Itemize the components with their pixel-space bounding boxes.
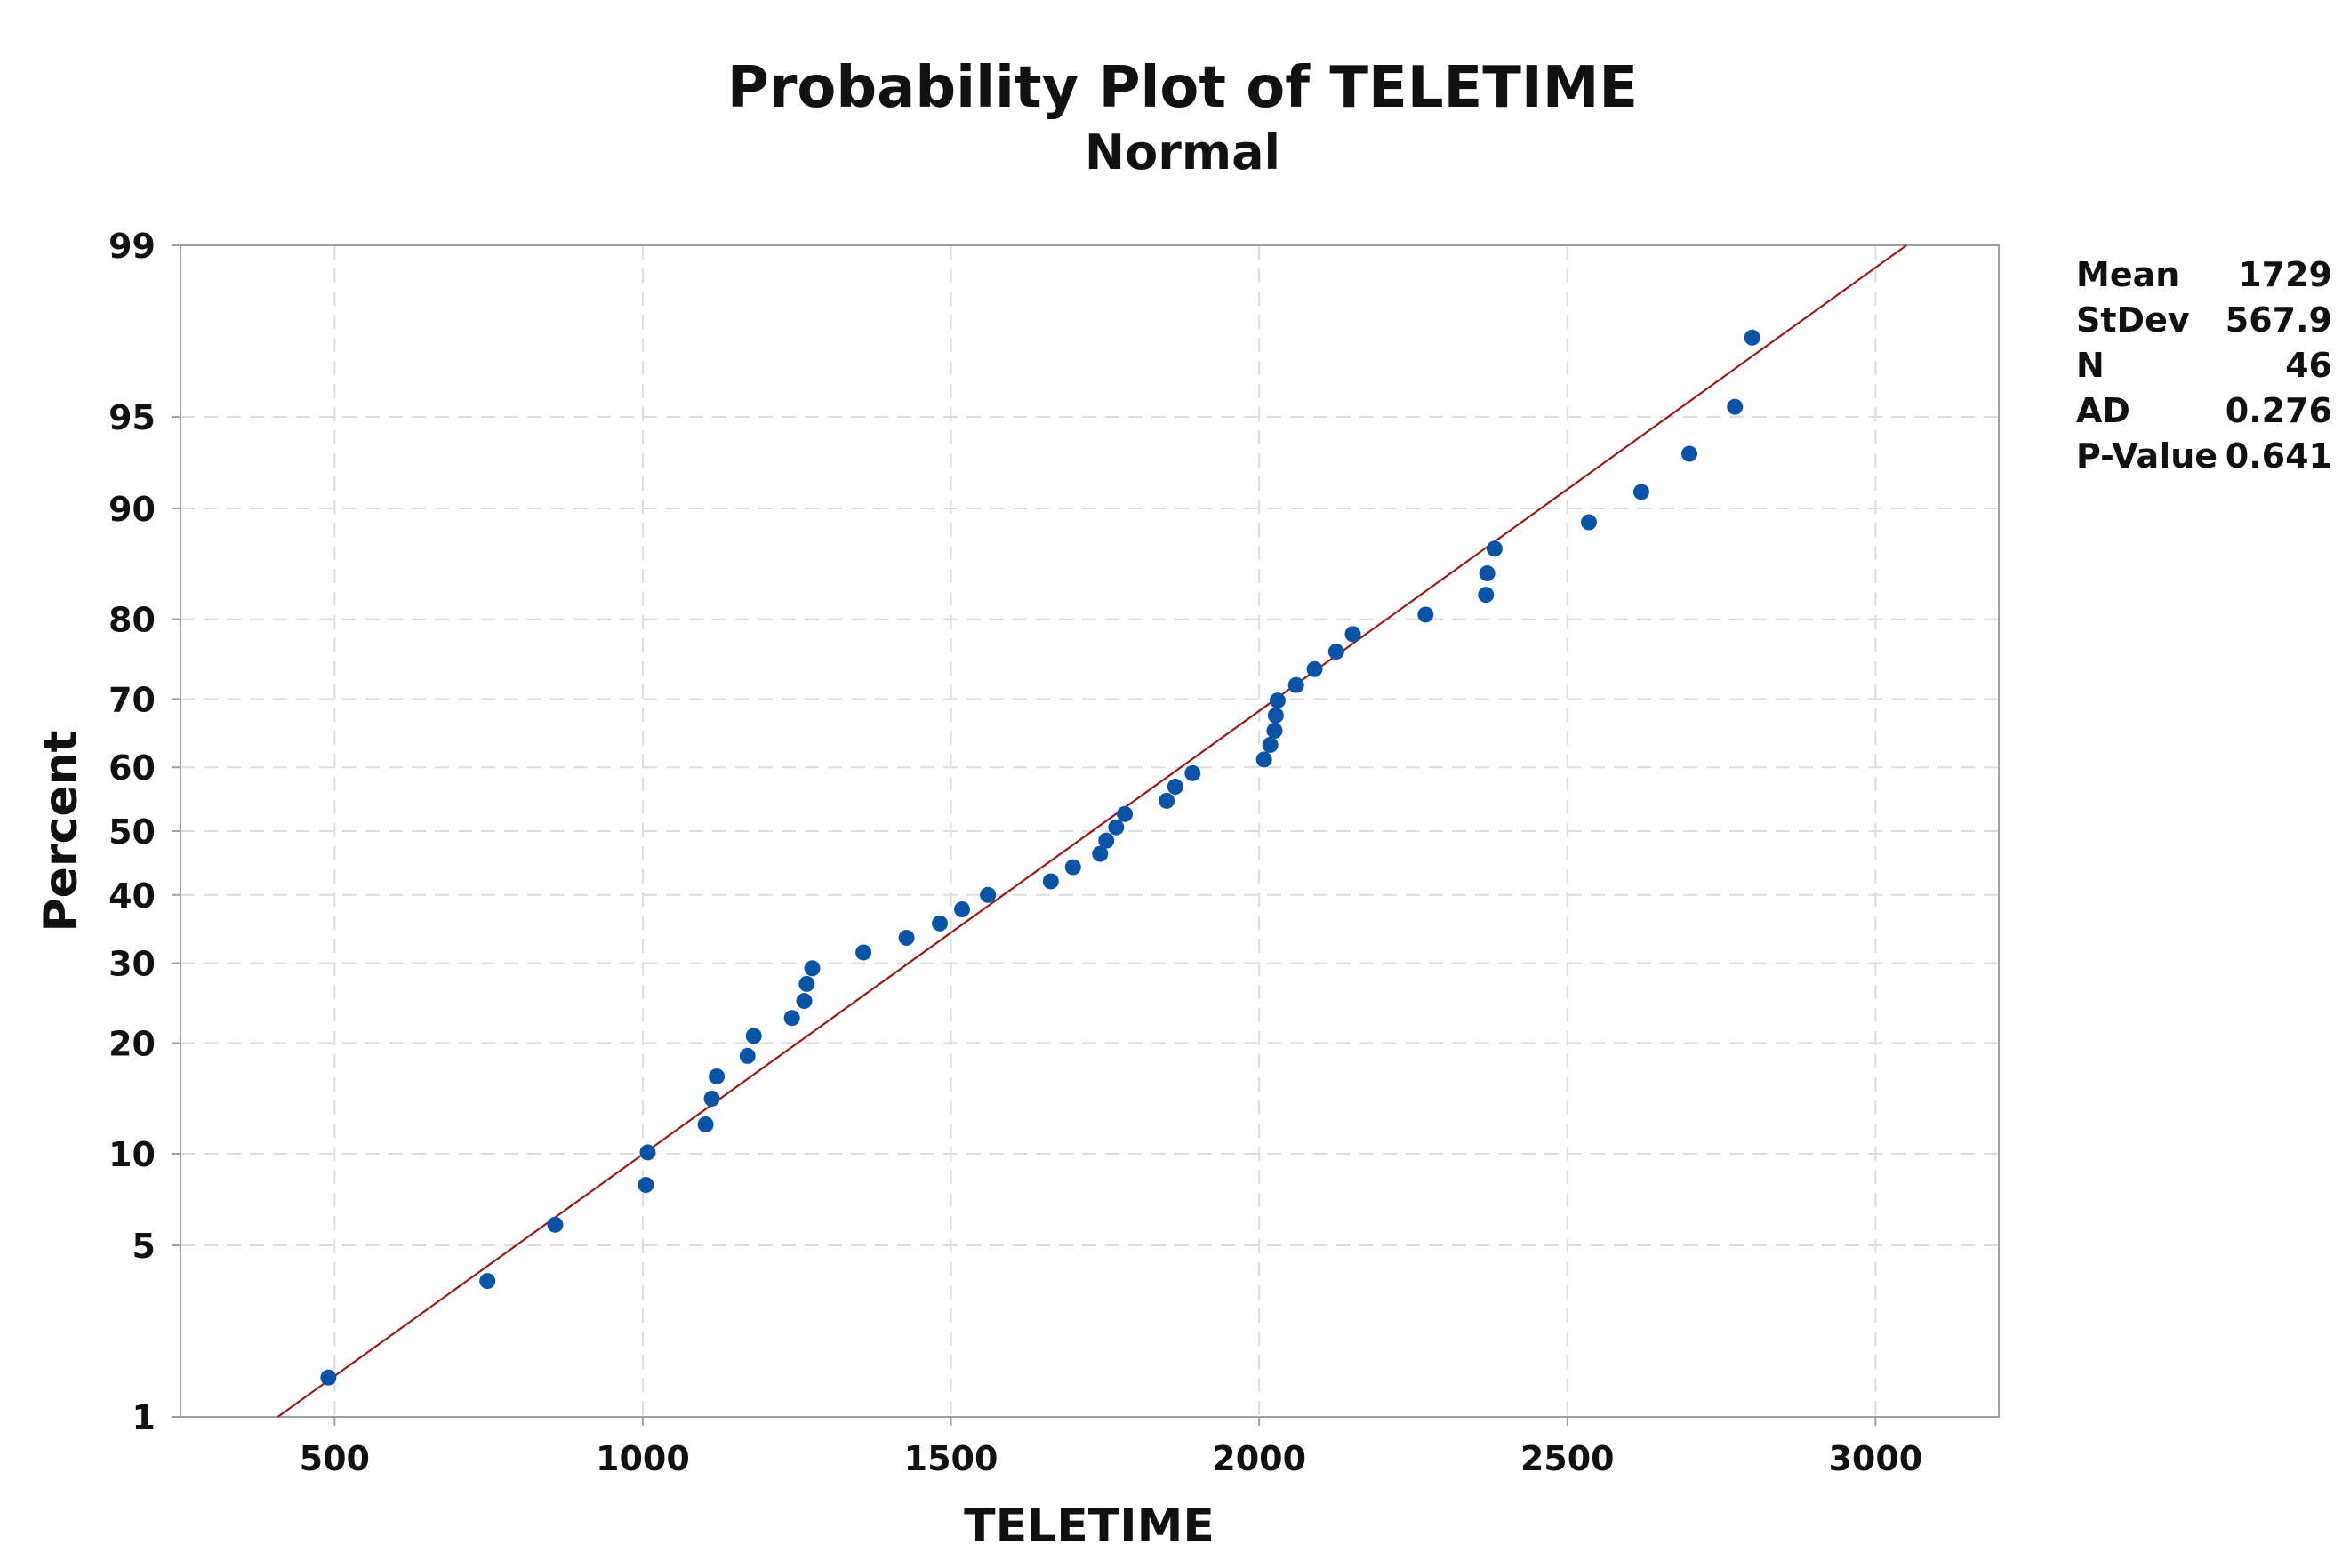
data-point [804,960,821,977]
data-point [954,901,971,918]
data-point [1417,606,1434,623]
data-point [798,975,815,992]
data-point [1117,805,1134,822]
data-point [1479,565,1496,582]
data-point [1344,626,1361,643]
data-point [639,1144,656,1161]
stat-label: N [2076,346,2105,385]
data-point [1262,736,1279,753]
data-point [980,886,997,903]
data-point [1267,707,1284,724]
data-point [1108,819,1125,836]
data-point [1266,723,1283,740]
y-tick-label: 20 [108,1024,156,1063]
stat-value: 0.641 [2226,436,2332,476]
axis-ticks: 500 1000 1500 2000 2500 3000 1 5 10 20 30 40 50 60 70 8… [108,227,1922,1478]
stat-value: 567.9 [2226,300,2332,340]
data-point [1486,540,1503,557]
data-point [1727,398,1744,415]
data-point [638,1177,654,1194]
stat-label: AD [2076,391,2130,430]
data-point [739,1047,756,1064]
data-point [1478,587,1495,604]
stat-label: P-Value [2076,436,2218,476]
y-tick-label: 30 [108,945,156,984]
data-point [703,1090,720,1107]
data-point [1159,792,1175,809]
data-point [1632,484,1649,500]
x-tick-label: 2500 [1520,1439,1615,1478]
stat-value: 0.276 [2226,391,2332,430]
data-point [697,1116,714,1133]
data-point [1581,514,1598,531]
y-tick-label: 5 [132,1227,156,1266]
data-point [1092,845,1109,862]
data-point [855,944,872,961]
data-point [898,929,915,946]
data-point [320,1369,337,1386]
x-tick-label: 1500 [904,1439,999,1478]
data-point [547,1216,564,1233]
data-point [1167,779,1183,796]
x-tick-label: 2000 [1212,1439,1306,1478]
data-point [1681,445,1698,462]
data-point [1306,660,1323,677]
y-tick-label: 80 [108,601,156,640]
grid-lines [180,245,1999,1417]
data-point [1255,751,1272,768]
data-point [932,915,949,932]
y-tick-label: 90 [108,490,156,529]
data-point [1098,832,1115,849]
data-point [1269,692,1286,709]
y-tick-label: 95 [108,398,156,437]
x-axis-label: TELETIME [964,1500,1215,1553]
data-point [783,1010,800,1027]
y-axis-label: Percent [35,731,88,932]
x-tick-label: 500 [300,1439,370,1478]
data-point [1287,676,1304,693]
data-point [1184,764,1201,781]
data-point [1327,644,1344,660]
y-tick-label: 60 [108,748,156,788]
data-point [479,1273,496,1290]
stat-value: 1729 [2238,255,2332,294]
data-point [709,1068,726,1084]
y-tick-label: 10 [108,1135,156,1174]
chart-subtitle: Normal [1085,124,1280,180]
data-point [1744,329,1760,346]
y-tick-label: 99 [108,227,156,266]
y-tick-label: 70 [108,680,156,719]
data-point [745,1028,762,1044]
data-point [1064,859,1081,876]
y-tick-label: 40 [108,876,156,916]
stat-value: 46 [2285,346,2332,385]
stat-label: StDev [2076,300,2190,340]
x-tick-label: 1000 [596,1439,690,1478]
chart-title: Probability Plot of TELETIME [727,55,1638,121]
y-tick-label: 50 [108,812,156,852]
data-points [320,329,1760,1386]
data-point [796,993,813,1010]
data-point [1042,873,1059,890]
stat-label: Mean [2076,255,2179,294]
x-tick-label: 3000 [1828,1439,1922,1478]
y-tick-label: 1 [132,1398,156,1437]
